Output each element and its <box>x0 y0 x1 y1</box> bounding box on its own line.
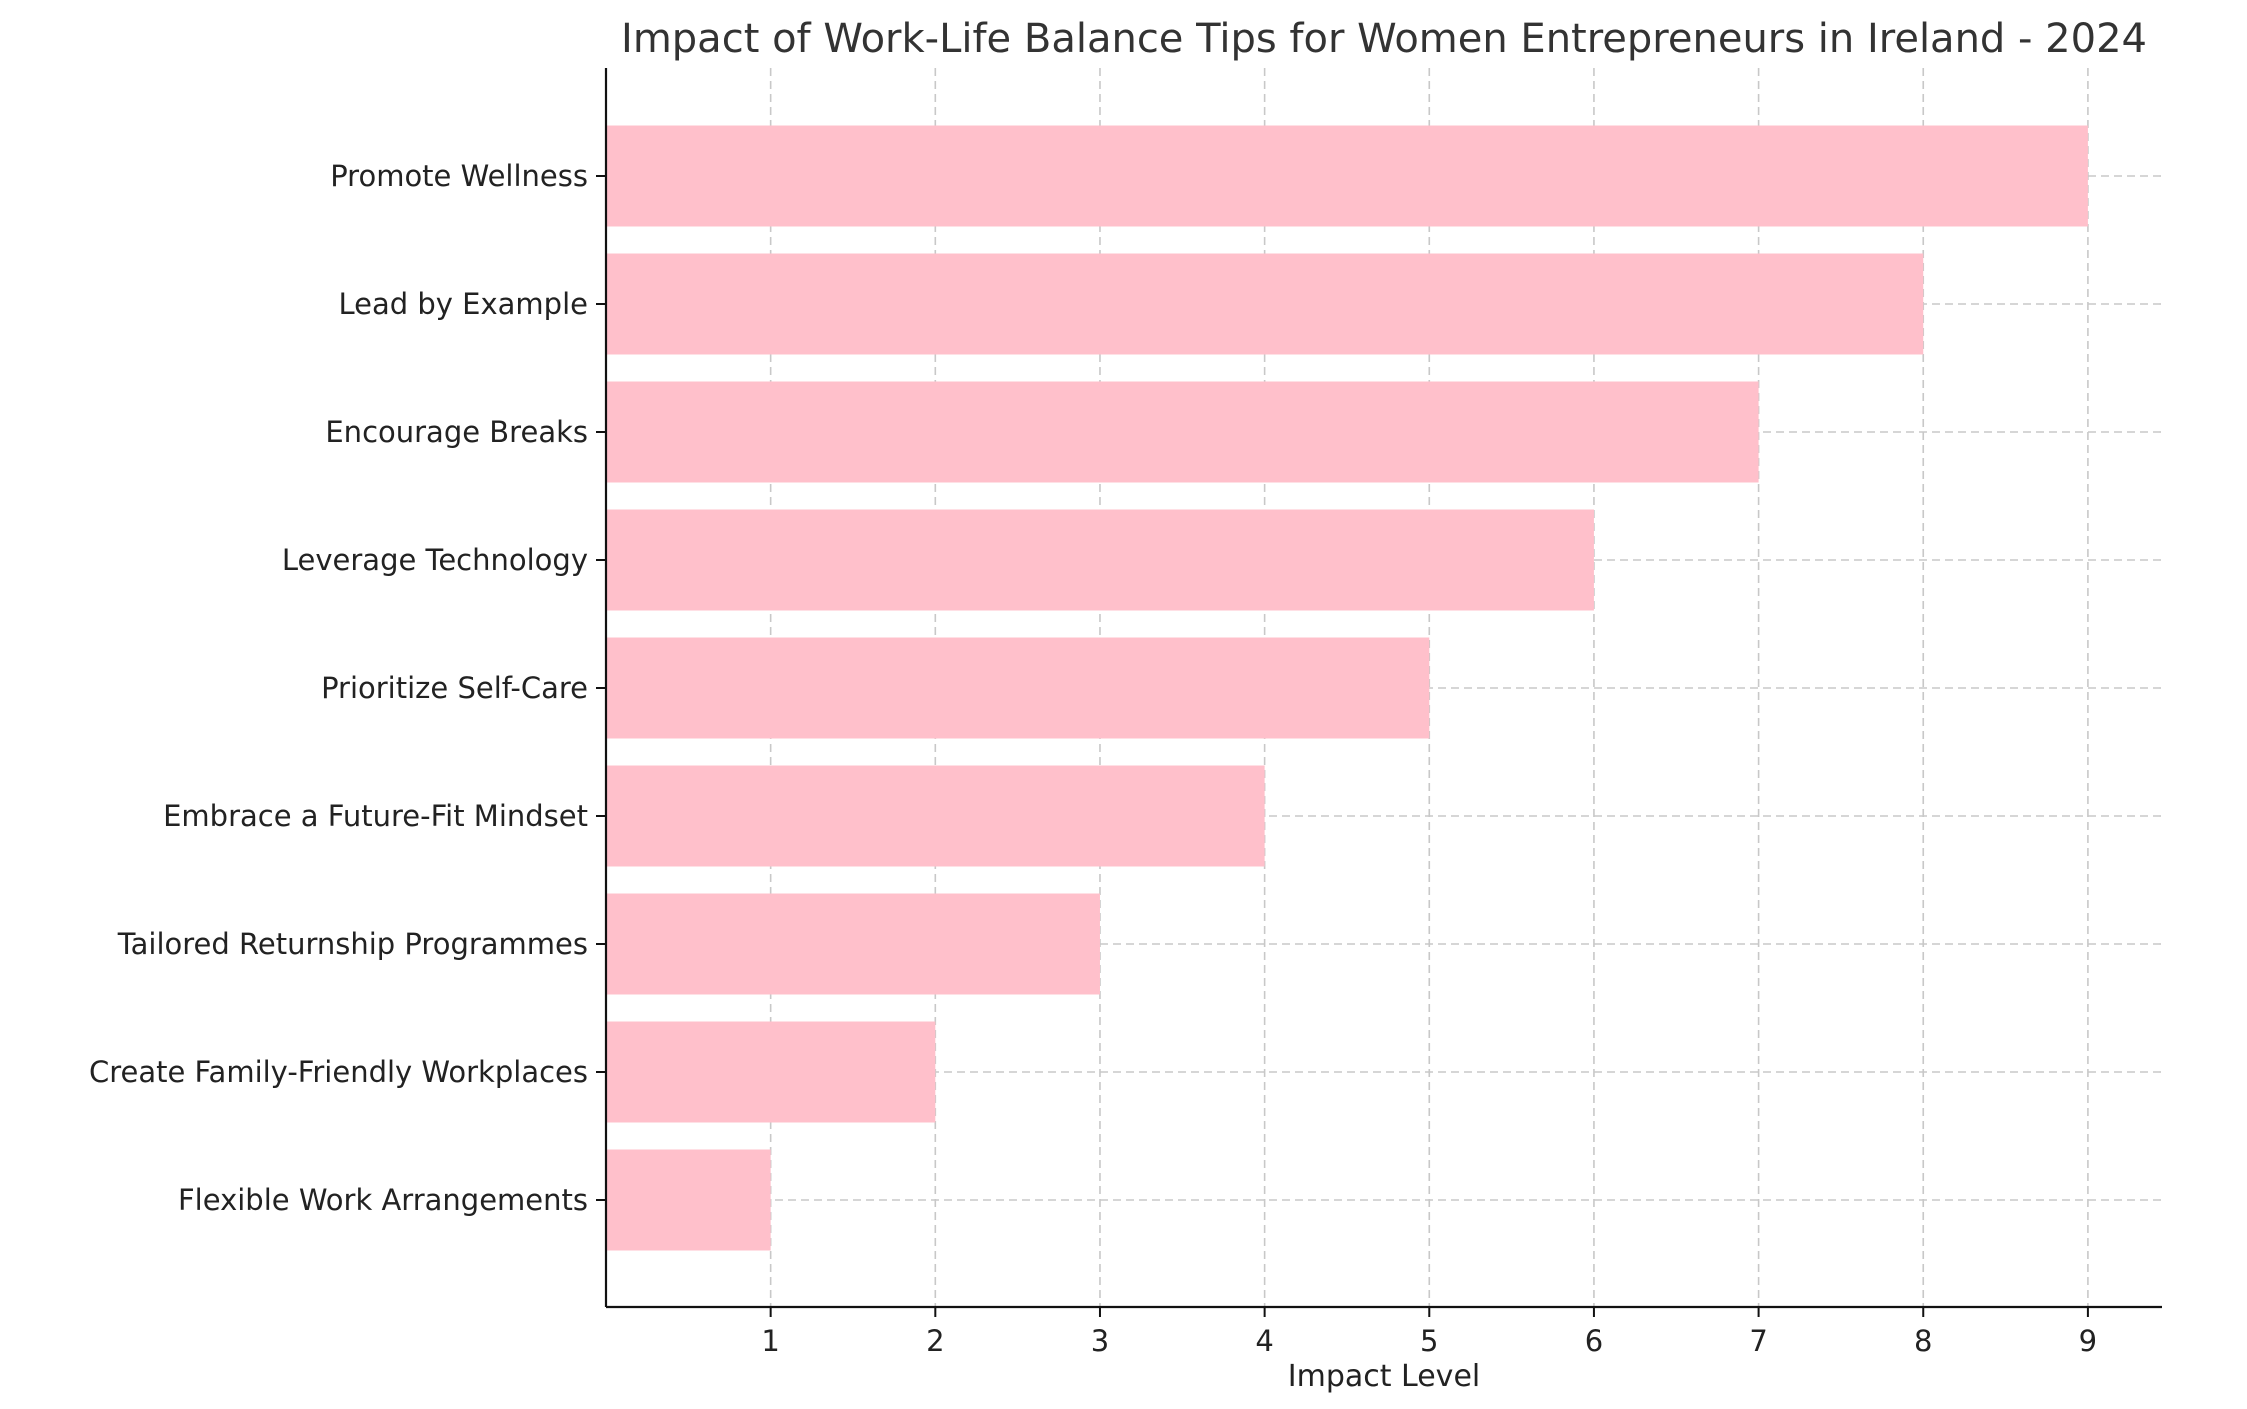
x-tick-label: 5 <box>1420 1324 1438 1358</box>
bar <box>606 381 1759 483</box>
bar <box>606 1149 771 1251</box>
x-tick-label: 2 <box>926 1324 944 1358</box>
bar <box>606 253 1924 355</box>
x-axis-label: Impact Level <box>1288 1359 1480 1394</box>
bar <box>606 1021 936 1123</box>
y-tick-label: Embrace a Future-Fit Mindset <box>163 799 588 833</box>
y-tick-label: Lead by Example <box>339 287 589 321</box>
y-tick-label: Prioritize Self-Care <box>321 671 588 705</box>
x-tick-label: 8 <box>1914 1324 1932 1358</box>
x-tick-label: 1 <box>761 1324 779 1358</box>
bar <box>606 893 1100 995</box>
y-ticks: Flexible Work Arrangements Create Family-… <box>89 159 606 1217</box>
y-tick-label: Create Family-Friendly Workplaces <box>89 1055 588 1089</box>
y-tick-label: Promote Wellness <box>330 159 588 193</box>
x-tick-label: 7 <box>1749 1324 1767 1358</box>
chart-title: Impact of Work-Life Balance Tips for Wom… <box>621 16 2147 62</box>
y-tick-label: Leverage Technology <box>282 543 588 577</box>
x-tick-label: 9 <box>2079 1324 2097 1358</box>
y-tick-label: Flexible Work Arrangements <box>178 1183 588 1217</box>
x-tick-label: 6 <box>1585 1324 1603 1358</box>
x-ticks: 1 2 3 4 5 6 7 8 9 <box>761 1307 2097 1358</box>
bar <box>606 765 1265 867</box>
bars <box>606 125 2088 1251</box>
y-tick-label: Encourage Breaks <box>325 415 588 449</box>
bar <box>606 637 1430 739</box>
y-tick-label: Tailored Returnship Programmes <box>117 927 588 961</box>
x-tick-label: 3 <box>1091 1324 1109 1358</box>
x-tick-label: 4 <box>1255 1324 1273 1358</box>
bar <box>606 125 2088 227</box>
bar <box>606 509 1594 611</box>
